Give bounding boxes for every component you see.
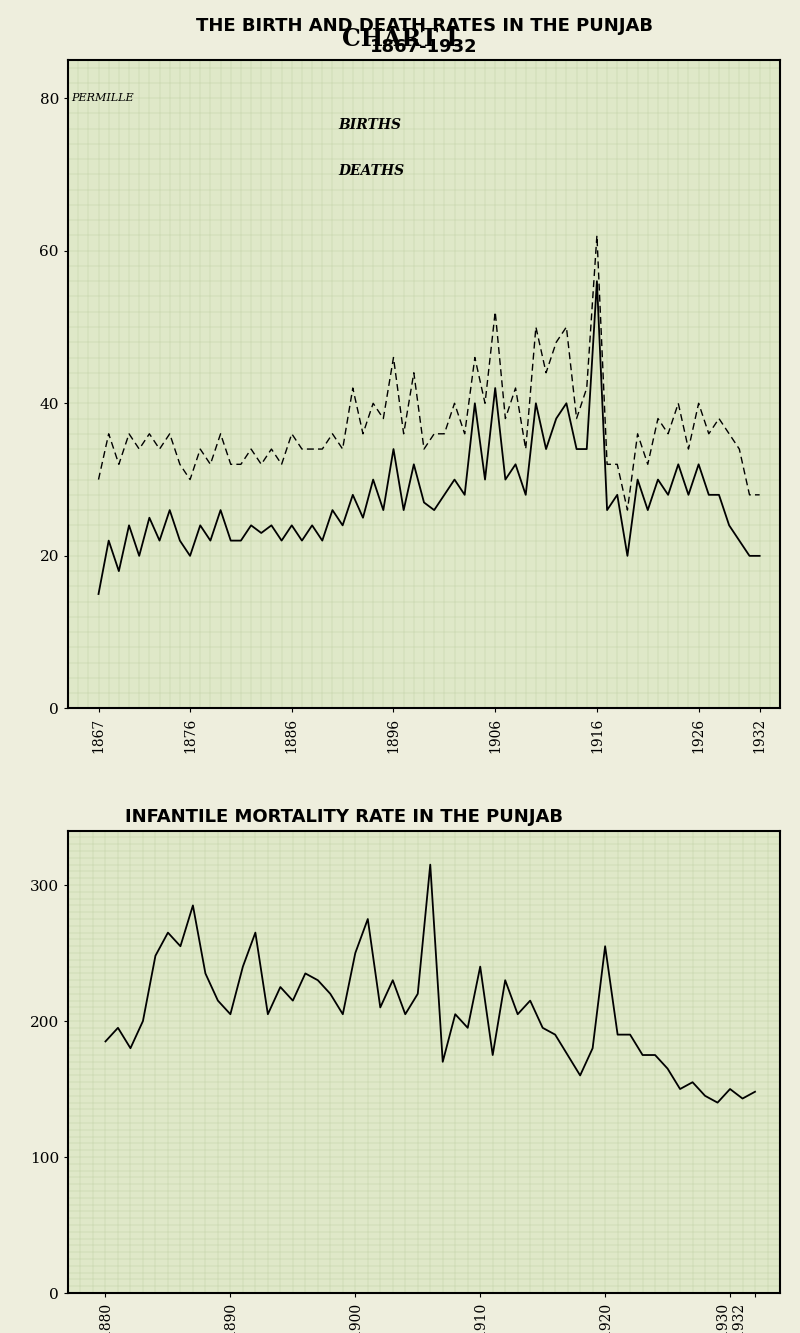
Text: BIRTHS: BIRTHS (338, 119, 402, 132)
Text: CHART I: CHART I (342, 27, 458, 51)
Title: THE BIRTH AND DEATH RATES IN THE PUNJAB
1867-1932: THE BIRTH AND DEATH RATES IN THE PUNJAB … (195, 17, 653, 56)
Text: DEATHS: DEATHS (338, 164, 405, 177)
Text: PERMILLE: PERMILLE (71, 93, 134, 103)
Text: INFANTILE MORTALITY RATE IN THE PUNJAB: INFANTILE MORTALITY RATE IN THE PUNJAB (125, 808, 563, 826)
